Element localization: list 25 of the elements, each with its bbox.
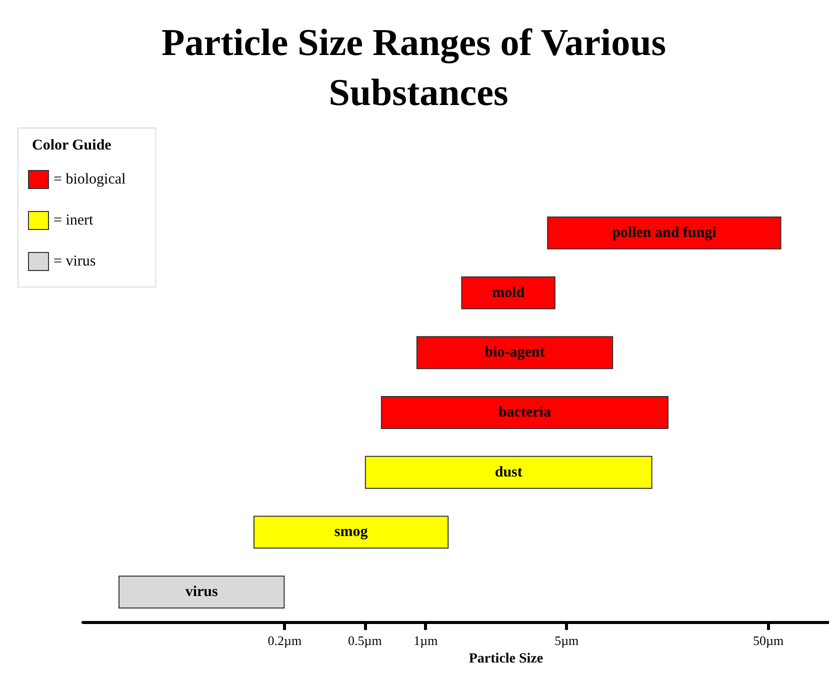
- x-tick-label: 5µm: [554, 633, 579, 648]
- bar: [253, 516, 449, 549]
- x-tick-label: 1µm: [414, 633, 438, 648]
- bar: [461, 276, 556, 310]
- x-tick-label: 0.2µm: [268, 633, 302, 648]
- x-tick-label: 50µm: [752, 633, 784, 648]
- legend-title: Color Guide: [32, 138, 112, 154]
- bar: [380, 396, 668, 429]
- chart-title: Particle Size Ranges of Various Substances: [161, 22, 676, 114]
- y-tick-label: bio-agent: [484, 344, 545, 361]
- bar: [118, 576, 285, 609]
- x-tick-label: 0.5µm: [348, 633, 382, 648]
- y-tick-label: bacteria: [498, 404, 552, 420]
- bar: [364, 456, 652, 489]
- bar: [547, 216, 782, 250]
- y-tick-label: mold: [492, 284, 526, 301]
- y-tick-label: smog: [334, 524, 368, 540]
- y-tick-label: virus: [185, 584, 218, 600]
- bar: [416, 336, 614, 370]
- legend-label: = virus: [54, 254, 96, 270]
- legend-label: = biological: [54, 172, 126, 188]
- y-tick-label: pollen and fungi: [612, 224, 716, 241]
- x-axis-title: Particle Size: [468, 651, 544, 666]
- y-tick-label: dust: [494, 464, 522, 480]
- legend-label: = inert: [54, 212, 94, 228]
